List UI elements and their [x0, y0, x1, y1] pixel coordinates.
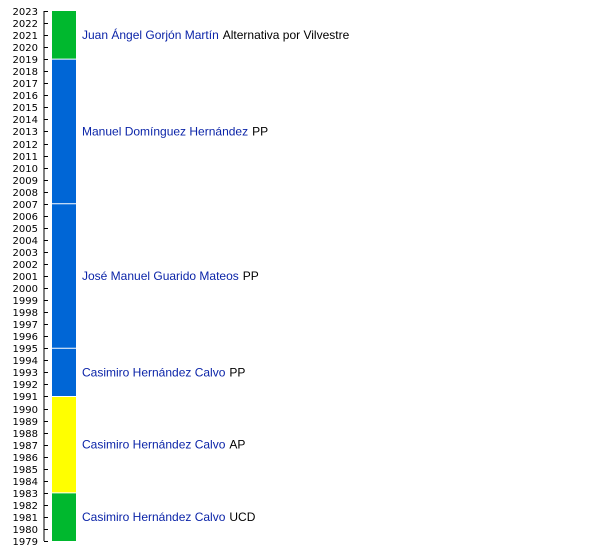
tick-label: 2004 [13, 236, 38, 247]
mayor-name[interactable]: Casimiro Hernández Calvo [82, 365, 226, 379]
party-name: Alternativa por Vilvestre [223, 28, 350, 42]
tick-label: 1998 [13, 308, 38, 319]
tick-label: 2011 [13, 152, 38, 163]
tick-label: 1985 [13, 465, 38, 476]
tick-label: 1989 [13, 417, 38, 428]
tick-label: 2009 [13, 176, 38, 187]
mayor-name[interactable]: Manuel Domínguez Hernández [82, 124, 248, 138]
term-bar [52, 59, 76, 204]
tick-label: 2007 [13, 200, 38, 211]
tick-label: 1980 [13, 525, 38, 536]
tick-label: 1996 [13, 332, 38, 343]
tick-label: 1993 [13, 368, 38, 379]
term-bar [52, 203, 76, 349]
mayor-name[interactable]: Casimiro Hernández Calvo [82, 510, 226, 524]
party-name: UCD [229, 510, 255, 524]
tick-label: 1984 [13, 477, 38, 488]
tick-label: 2005 [13, 224, 38, 235]
term-bar [52, 348, 76, 397]
party-name: AP [229, 438, 245, 452]
tick-label: 2023 [13, 7, 38, 18]
term-label: Manuel Domínguez Hernández PP [82, 124, 268, 138]
mayor-name[interactable]: José Manuel Guarido Mateos [82, 269, 239, 283]
tick-label: 2002 [13, 260, 38, 271]
tick-label: 1983 [13, 489, 38, 500]
term-label: José Manuel Guarido Mateos PP [82, 269, 259, 283]
mayor-name[interactable]: Casimiro Hernández Calvo [82, 438, 226, 452]
tick-label: 1999 [13, 296, 38, 307]
tick-label: 2003 [13, 248, 38, 259]
tick-label: 2008 [13, 188, 38, 199]
year-axis: 1979198019811982198319841985198619871988… [13, 7, 48, 548]
tick-label: 1979 [13, 537, 38, 548]
tick-label: 1994 [13, 356, 38, 367]
mayor-name[interactable]: Juan Ángel Gorjón Martín [82, 27, 219, 42]
tick-label: 2017 [13, 79, 38, 90]
tick-label: 1988 [13, 429, 38, 440]
tick-label: 2006 [13, 212, 38, 223]
party-name: PP [252, 124, 268, 138]
term-label: Casimiro Hernández Calvo AP [82, 438, 245, 452]
tick-label: 2021 [13, 31, 38, 42]
tick-label: 2012 [13, 140, 38, 151]
party-name: PP [243, 269, 259, 283]
tick-label: 2013 [13, 127, 38, 138]
tick-label: 2000 [13, 284, 38, 295]
term-bar [52, 11, 76, 60]
tick-label: 1997 [13, 320, 38, 331]
term-label: Juan Ángel Gorjón Martín Alternativa por … [82, 27, 350, 42]
tick-label: 2001 [13, 272, 38, 283]
tick-label: 1995 [13, 344, 38, 355]
term-bar [52, 396, 76, 493]
tick-label: 2010 [13, 164, 38, 175]
tick-label: 1987 [13, 441, 38, 452]
tick-label: 2014 [13, 115, 38, 126]
tick-label: 1982 [13, 501, 38, 512]
tick-label: 2015 [13, 103, 38, 114]
tick-label: 1990 [13, 405, 38, 416]
tick-label: 2020 [13, 43, 38, 54]
tick-label: 1992 [13, 380, 38, 391]
term-bar [52, 492, 76, 541]
tick-label: 1991 [13, 392, 38, 403]
tick-label: 1986 [13, 453, 38, 464]
term-bars [52, 11, 76, 541]
term-label: Casimiro Hernández Calvo PP [82, 365, 245, 379]
tick-label: 2019 [13, 55, 38, 66]
tick-label: 2016 [13, 91, 38, 102]
term-label: Casimiro Hernández Calvo UCD [82, 510, 256, 524]
tick-label: 2022 [13, 19, 38, 30]
tick-label: 1981 [13, 513, 38, 524]
party-name: PP [229, 365, 245, 379]
tick-label: 2018 [13, 67, 38, 78]
